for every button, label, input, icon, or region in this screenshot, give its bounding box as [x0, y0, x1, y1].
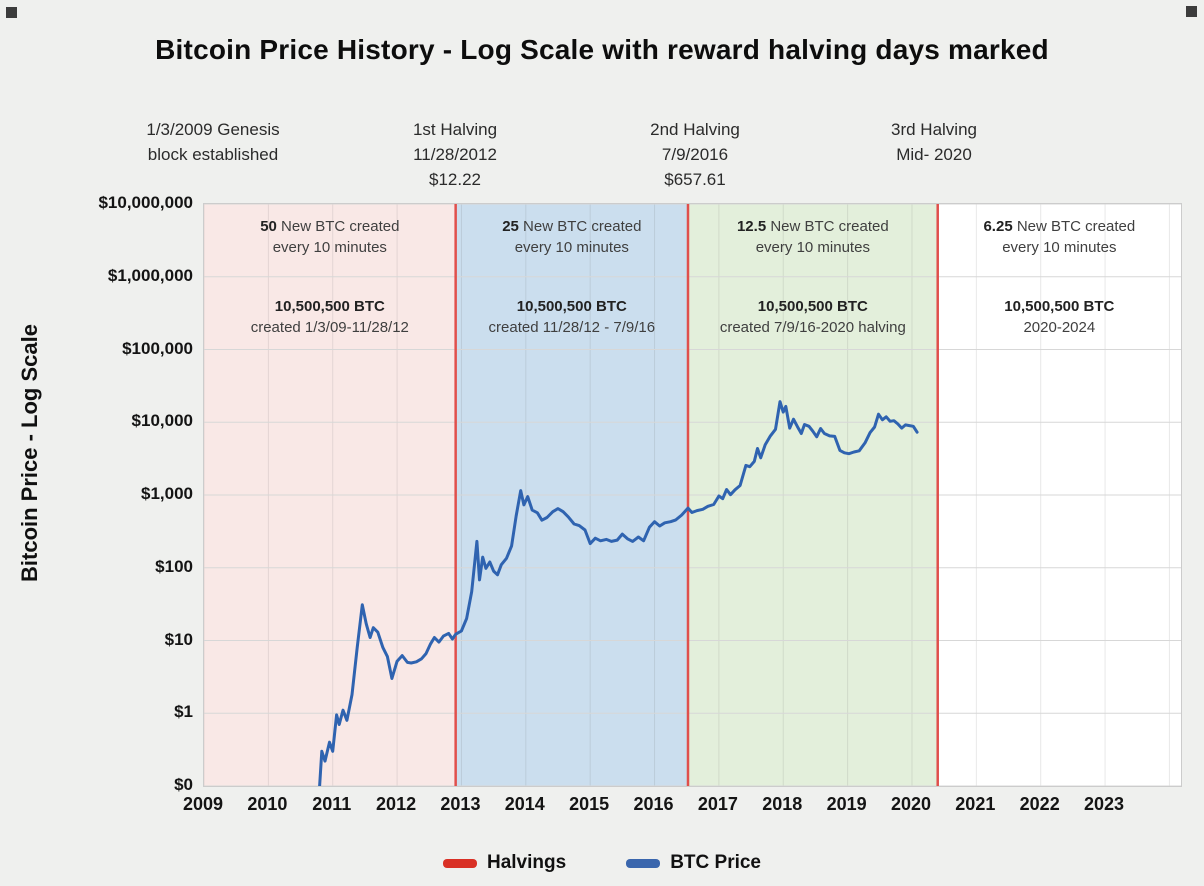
band-era-4-labels: 6.25 New BTC created every 10 minutes 10… [938, 204, 1181, 786]
y-tick-label: $1,000 [141, 484, 193, 503]
btc-total-text: 10,500,500 BTC created 7/9/16-2020 halvi… [688, 296, 938, 338]
reward-rate-text: 12.5 New BTC created every 10 minutes [688, 216, 938, 258]
legend-item-halvings[interactable]: Halvings [442, 852, 567, 874]
x-tick-label: 2009 [182, 794, 224, 814]
btc-price-color-swatch [626, 858, 661, 868]
reward-interval: every 10 minutes [755, 239, 870, 256]
total-btc-desc: 2020-2024 [1023, 319, 1096, 336]
annotation-line: 7/9/2016 [661, 145, 729, 164]
y-tick-label: $1 [174, 702, 193, 722]
annotation-line: 11/28/2012 [413, 145, 497, 164]
x-tick-label: 2017 [697, 794, 738, 814]
btc-total-text: 10,500,500 BTC 2020-2024 [938, 296, 1181, 338]
page-title: Bitcoin Price History - Log Scale with r… [155, 34, 1049, 65]
x-tick-label: 2013 [440, 794, 481, 814]
reward-rate-text: 6.25 New BTC created every 10 minutes [938, 216, 1181, 258]
corner-artifact-left [6, 7, 17, 18]
x-tick-label: 2021 [955, 794, 996, 814]
x-tick-label: 2010 [247, 794, 288, 814]
x-tick-label: 2011 [312, 794, 352, 814]
x-tick-label: 2020 [890, 794, 931, 814]
y-tick-label: $10,000,000 [98, 193, 193, 212]
annotation-first-halving: 1st Halving 11/28/2012 $12.22 [335, 117, 575, 192]
y-tick-label: $10 [164, 629, 193, 649]
total-btc-amount: 10,500,500 BTC [757, 298, 868, 315]
x-axis-tick-labels: 2009 2010 2011 2012 2013 2014 2015 2016 2017 2018… [183, 794, 1180, 824]
total-btc-amount: 10,500,500 BTC [1004, 298, 1115, 315]
reward-amount: 6.25 [983, 218, 1013, 235]
annotation-line: Mid- 2020 [896, 145, 972, 164]
legend-label: BTC Price [670, 852, 761, 873]
y-axis-tick-labels: $10,000,000 $1,000,000 $100,000 $10,000 $1,0… [40, 193, 193, 794]
y-tick-label: $100,000 [122, 338, 193, 358]
annotation-third-halving: 3rd Halving Mid- 2020 [814, 117, 1054, 167]
price-line-chart-svg [204, 204, 1181, 786]
annotation-line: block established [147, 145, 279, 164]
band-era-1-labels: 50 New BTC created every 10 minutes 10,5… [204, 204, 456, 786]
btc-total-text: 10,500,500 BTC created 1/3/09-11/28/12 [204, 296, 456, 338]
x-tick-label: 2015 [569, 794, 610, 814]
reward-desc: New BTC created [276, 218, 400, 235]
reward-amount: 25 [502, 218, 519, 235]
total-btc-desc: created 11/28/12 - 7/9/16 [488, 319, 656, 336]
reward-amount: 50 [260, 218, 277, 235]
chart-legend: Halvings BTC Price [0, 852, 1204, 874]
reward-rate-text: 50 New BTC created every 10 minutes [204, 216, 456, 258]
reward-interval: every 10 minutes [514, 239, 629, 256]
y-tick-label: $0 [174, 775, 193, 794]
reward-desc: New BTC created [518, 218, 642, 235]
btc-total-text: 10,500,500 BTC created 11/28/12 - 7/9/16 [456, 296, 688, 338]
reward-rate-text: 25 New BTC created every 10 minutes [456, 216, 688, 258]
y-tick-label: $1,000,000 [107, 265, 193, 285]
total-btc-desc: created 1/3/09-11/28/12 [250, 319, 409, 336]
legend-item-btc-price[interactable]: BTC Price [626, 852, 761, 874]
annotation-genesis-block: 1/3/2009 Genesis block established [93, 117, 333, 167]
annotation-line: 1/3/2009 Genesis [146, 120, 280, 139]
reward-interval: every 10 minutes [1002, 239, 1117, 256]
total-btc-desc: created 7/9/16-2020 halving [719, 319, 906, 336]
band-era-3-labels: 12.5 New BTC created every 10 minutes 10… [688, 204, 938, 786]
annotation-line: $12.22 [429, 170, 481, 189]
x-tick-label: 2012 [376, 794, 417, 814]
plot-area: 50 New BTC created every 10 minutes 10,5… [203, 203, 1182, 787]
x-tick-label: 2014 [504, 794, 545, 814]
annotation-line: 2nd Halving [650, 120, 740, 139]
x-tick-label: 2019 [826, 794, 867, 814]
x-tick-label: 2022 [1019, 794, 1060, 814]
reward-amount: 12.5 [736, 218, 767, 235]
x-tick-label: 2018 [762, 794, 803, 814]
annotation-line: $657.61 [664, 170, 726, 189]
total-btc-amount: 10,500,500 BTC [516, 298, 627, 315]
reward-interval: every 10 minutes [272, 239, 387, 256]
band-era-2-labels: 25 New BTC created every 10 minutes 10,5… [456, 204, 688, 786]
annotation-line: 1st Halving [412, 120, 498, 139]
x-tick-label: 2023 [1084, 794, 1125, 814]
reward-desc: New BTC created [766, 218, 889, 235]
annotation-line: 3rd Halving [891, 120, 977, 139]
x-tick-label: 2016 [633, 794, 674, 814]
reward-desc: New BTC created [1012, 218, 1136, 235]
y-tick-label: $100 [155, 556, 193, 576]
total-btc-amount: 10,500,500 BTC [274, 298, 385, 315]
y-tick-label: $10,000 [131, 411, 193, 431]
legend-label: Halvings [486, 852, 567, 873]
annotation-second-halving: 2nd Halving 7/9/2016 $657.61 [575, 117, 815, 192]
corner-artifact-right [1186, 6, 1197, 17]
halvings-color-swatch [442, 858, 477, 868]
